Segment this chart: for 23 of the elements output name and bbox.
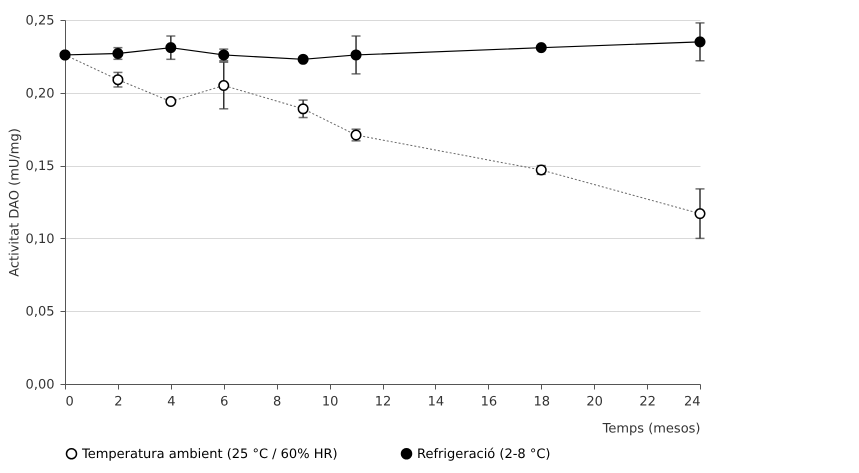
y-tick-label: 0,20	[26, 86, 54, 102]
x-tick-label: 24	[684, 394, 700, 410]
x-tick-label: 18	[533, 394, 550, 410]
x-tick-label: 12	[374, 394, 392, 410]
x-tick-label: 16	[480, 394, 498, 410]
legend-label: Temperatura ambient (25 °C / 60% HR)	[81, 446, 338, 462]
x-tick-label: 4	[167, 394, 176, 410]
x-tick-label: 22	[639, 394, 656, 410]
y-tick-label: 0,05	[26, 304, 54, 320]
x-tick-label: 8	[273, 394, 282, 410]
y-tick-label: 0,25	[26, 14, 54, 28]
y-axis-title: Activitat DAO (mU/mg)	[8, 128, 23, 277]
y-tick-label: 0,15	[26, 159, 54, 174]
x-tick-label: 6	[220, 394, 228, 410]
y-tick-label: 0,10	[26, 232, 54, 247]
x-tick-label: 14	[428, 394, 444, 410]
x-axis-title: Temps (mesos)	[602, 422, 700, 436]
x-tick-label: 2	[114, 394, 123, 410]
x-tick-label: 0	[66, 394, 74, 410]
x-tick-label: 20	[586, 394, 603, 410]
legend-label: Refrigeració (2-8 °C)	[417, 446, 550, 462]
x-tick-label: 10	[322, 394, 338, 410]
y-tick-label: 0,00	[26, 378, 54, 392]
